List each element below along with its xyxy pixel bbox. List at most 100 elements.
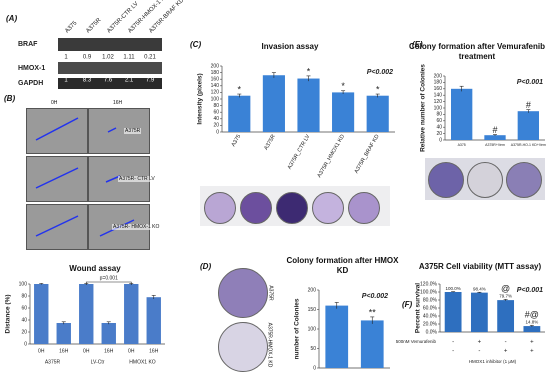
chart-title: Colony formation after Vemurafenib treat… bbox=[408, 42, 546, 61]
y-tick-label: 20 bbox=[21, 329, 27, 335]
condition-sign: - bbox=[452, 340, 454, 346]
x-tick-label: A375R+Vem bbox=[485, 143, 505, 147]
value-label: 100.0% bbox=[445, 286, 460, 291]
annotation: * bbox=[376, 84, 380, 94]
y-axis-label: number of Colonies bbox=[294, 298, 301, 359]
y-tick-label: 120 bbox=[434, 99, 443, 105]
ratio: 7.6 bbox=[104, 78, 113, 84]
bar bbox=[470, 292, 488, 332]
annotation: * bbox=[307, 66, 311, 76]
microscopy-image bbox=[26, 156, 88, 202]
ratio: 1 bbox=[64, 78, 68, 84]
microscopy-image bbox=[26, 204, 88, 250]
ratio: 2.1 bbox=[125, 78, 134, 84]
panel-label: (B) bbox=[4, 94, 16, 103]
bar bbox=[517, 111, 539, 140]
y-tick-label: 140 bbox=[434, 93, 443, 99]
y-tick-label: 40 bbox=[436, 125, 442, 131]
chart: 0 20 40 60 80 100 Distance (%) 0H 16H 0H 16H 0H 16H A… bbox=[5, 275, 165, 365]
time-label: 0H bbox=[51, 100, 58, 106]
ratio: 0.21 bbox=[144, 55, 156, 61]
stat: p=0.001 bbox=[100, 275, 118, 281]
bar bbox=[451, 88, 473, 140]
stat-bracket bbox=[85, 281, 132, 285]
condition-sign: - bbox=[478, 349, 480, 355]
y-tick-label: 20 bbox=[213, 123, 219, 129]
dish-label: A375R-HMOX-1 KD bbox=[266, 322, 273, 368]
ratio: 1.11 bbox=[123, 55, 135, 61]
y-axis-label: Distance (%) bbox=[5, 294, 12, 333]
bar bbox=[79, 284, 94, 344]
chart-title: Invasion assay bbox=[261, 42, 319, 51]
x-tick-label: A375R_HMOX1 KD bbox=[317, 134, 347, 179]
x-tick-label: A375R_BRAF KD bbox=[354, 134, 381, 175]
panel-label: (C) bbox=[190, 40, 202, 49]
row-label: A375R- CTR LV bbox=[118, 176, 156, 182]
y-tick-label: 160 bbox=[211, 77, 220, 83]
ratio: 7.9 bbox=[146, 78, 155, 84]
condition-sign: + bbox=[530, 340, 534, 346]
bar bbox=[325, 305, 349, 368]
value-label: 79.7% bbox=[499, 294, 512, 299]
y-tick-label: 60.0% bbox=[423, 305, 438, 311]
x-tick-label: 0H bbox=[38, 348, 45, 354]
x-tick-label: 0H bbox=[128, 348, 135, 354]
stat: P<0.001 bbox=[517, 79, 543, 86]
y-tick-label: 80 bbox=[21, 293, 27, 299]
annotation: ** bbox=[369, 307, 377, 317]
dish bbox=[218, 322, 268, 372]
y-tick-label: 200 bbox=[434, 73, 443, 79]
dish bbox=[506, 162, 542, 198]
bar bbox=[34, 284, 49, 344]
bar bbox=[297, 78, 320, 132]
chart-title: Colony formation after HMOX KD bbox=[286, 256, 399, 275]
group-label: HMOX1 KO bbox=[129, 359, 156, 365]
x-tick-label: A375R bbox=[263, 134, 277, 152]
annotation: # bbox=[526, 100, 531, 110]
condition-label: HMOX1 inhibitor (1 μM) bbox=[469, 359, 517, 364]
x-tick-label: 16H bbox=[149, 348, 159, 354]
stat: P<0.002 bbox=[367, 69, 393, 76]
y-tick-label: 60 bbox=[21, 305, 27, 311]
blot-band bbox=[58, 38, 162, 51]
y-tick-label: 80 bbox=[213, 103, 219, 109]
y-tick-label: 0 bbox=[439, 137, 442, 143]
panel-label: (D) bbox=[200, 262, 212, 271]
bar bbox=[360, 320, 384, 368]
y-tick-label: 60 bbox=[213, 110, 219, 116]
y-tick-label: 80.0% bbox=[423, 297, 438, 303]
y-tick-label: 100 bbox=[308, 326, 317, 332]
panel-label: (E) bbox=[412, 40, 423, 49]
bar bbox=[366, 95, 389, 132]
x-tick-label: 16H bbox=[104, 348, 114, 354]
dish bbox=[312, 192, 344, 224]
microscopy-image bbox=[26, 108, 88, 154]
dish-label: A375R bbox=[267, 285, 274, 301]
bar bbox=[484, 135, 506, 140]
dish bbox=[240, 192, 272, 224]
y-tick-label: 0 bbox=[24, 341, 27, 347]
value-label: 14.8% bbox=[525, 319, 538, 324]
annotation: # bbox=[492, 125, 497, 135]
group-label: A375R bbox=[45, 359, 61, 365]
panel-label: (F) bbox=[402, 300, 413, 309]
y-tick-label: 150 bbox=[308, 307, 317, 313]
y-tick-label: 40 bbox=[21, 317, 27, 323]
bar bbox=[497, 300, 515, 332]
dish bbox=[467, 162, 503, 198]
y-tick-label: 100.0% bbox=[420, 289, 438, 295]
y-tick-label: 140 bbox=[211, 83, 220, 89]
value-label: 98.4% bbox=[473, 286, 486, 291]
y-tick-label: 50 bbox=[310, 346, 316, 352]
row-label: GAPDH bbox=[18, 80, 43, 87]
y-tick-label: 40 bbox=[213, 116, 219, 122]
y-tick-label: 100 bbox=[434, 105, 443, 111]
dish bbox=[348, 192, 380, 224]
group-label: LV-Ctr bbox=[91, 359, 105, 365]
x-tick-label: A375 bbox=[458, 143, 466, 147]
blot-band bbox=[58, 78, 162, 89]
chart-title: Wound assay bbox=[69, 264, 121, 273]
y-tick-label: 100 bbox=[211, 96, 220, 102]
condition-sign: - bbox=[505, 340, 507, 346]
